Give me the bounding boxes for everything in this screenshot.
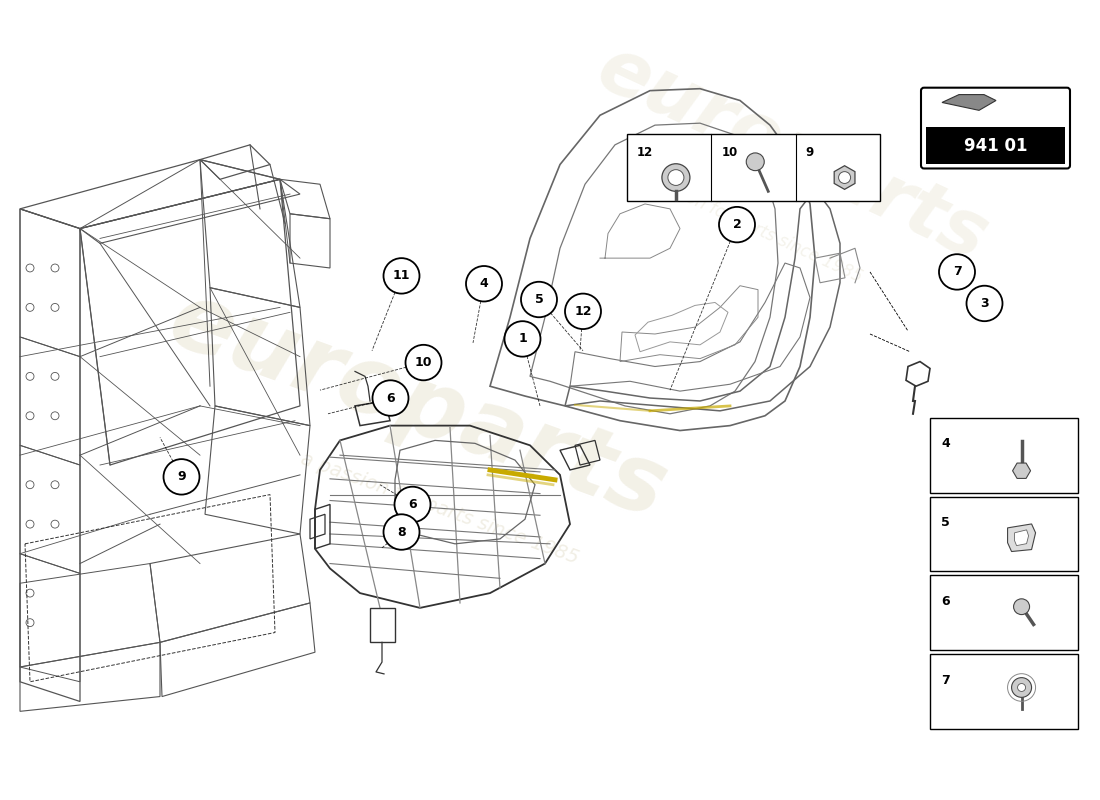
Circle shape (373, 380, 408, 416)
Text: 6: 6 (942, 595, 950, 608)
Circle shape (1018, 683, 1025, 691)
Circle shape (521, 282, 557, 318)
Bar (926, 126, 1065, 164)
Circle shape (662, 164, 690, 191)
Text: a passion for parts since 1985: a passion for parts since 1985 (630, 163, 866, 286)
Text: 10: 10 (722, 146, 738, 159)
Text: 9: 9 (177, 470, 186, 483)
Text: 12: 12 (574, 305, 592, 318)
Bar (930, 575, 1078, 650)
Text: 4: 4 (942, 438, 950, 450)
Text: 9: 9 (805, 146, 814, 159)
Bar (930, 418, 1078, 493)
Text: 5: 5 (942, 516, 950, 530)
FancyBboxPatch shape (921, 88, 1070, 169)
Circle shape (967, 286, 1002, 321)
Polygon shape (1014, 530, 1028, 546)
Polygon shape (942, 94, 996, 110)
Circle shape (164, 459, 199, 494)
Text: 7: 7 (942, 674, 950, 687)
Text: 941 01: 941 01 (964, 137, 1027, 155)
Bar (627, 134, 880, 201)
Text: 4: 4 (480, 278, 488, 290)
Circle shape (1012, 678, 1032, 698)
Circle shape (746, 153, 764, 170)
Circle shape (384, 514, 419, 550)
Text: 8: 8 (397, 526, 406, 538)
Circle shape (719, 207, 755, 242)
Text: europarts: europarts (157, 274, 679, 538)
Text: 10: 10 (415, 356, 432, 369)
Circle shape (384, 258, 419, 294)
Polygon shape (834, 166, 855, 190)
Text: europarts: europarts (585, 31, 999, 277)
Circle shape (395, 486, 430, 522)
Circle shape (565, 294, 601, 329)
Text: 7: 7 (953, 266, 961, 278)
Bar (930, 654, 1078, 729)
Bar (930, 497, 1078, 571)
Polygon shape (1013, 463, 1031, 478)
Text: 11: 11 (393, 270, 410, 282)
Text: 3: 3 (980, 297, 989, 310)
Circle shape (939, 254, 975, 290)
Text: 2: 2 (733, 218, 741, 231)
Circle shape (406, 345, 441, 380)
Circle shape (668, 170, 684, 186)
Polygon shape (1008, 524, 1035, 551)
Text: 1: 1 (518, 333, 527, 346)
Text: 12: 12 (637, 146, 653, 159)
Circle shape (1013, 599, 1030, 614)
Circle shape (505, 321, 540, 357)
Text: 6: 6 (386, 391, 395, 405)
Circle shape (466, 266, 502, 302)
Circle shape (838, 172, 850, 183)
Text: 5: 5 (535, 293, 543, 306)
Text: a passion for parts since 1985: a passion for parts since 1985 (298, 449, 582, 568)
Text: 6: 6 (408, 498, 417, 511)
